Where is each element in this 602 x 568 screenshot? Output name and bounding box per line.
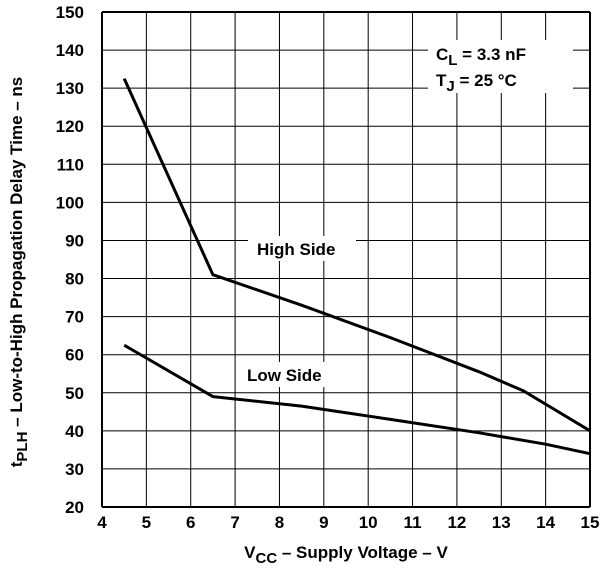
y-tick-label: 130 <box>56 79 84 98</box>
condition-t: TJ = 25 °C <box>436 71 517 95</box>
y-tick-label: 70 <box>65 308 84 327</box>
y-tick-label: 120 <box>56 117 84 136</box>
x-tick-label: 7 <box>230 513 239 532</box>
y-tick-label: 50 <box>65 384 84 403</box>
x-tick-label: 6 <box>186 513 195 532</box>
x-tick-label: 15 <box>581 513 600 532</box>
annotations: VCC – Supply Voltage – V tPLH – Low-to-Hi… <box>7 45 526 567</box>
label-bg-high-side <box>248 236 356 261</box>
x-tick-label: 9 <box>319 513 328 532</box>
x-tick-label: 13 <box>492 513 511 532</box>
condition-c: CL = 3.3 nF <box>436 45 526 69</box>
y-tick-label: 80 <box>65 270 84 289</box>
x-axis-label: VCC – Supply Voltage – V <box>244 543 448 567</box>
conditions-box <box>428 40 573 93</box>
series-label-low-side: Low Side <box>247 366 322 385</box>
x-tick-labels: 4 5 6 7 8 9 10 11 12 13 14 15 <box>97 513 599 532</box>
y-tick-labels: 20 30 40 50 60 70 80 90 100 110 120 130 140 150 <box>56 3 84 517</box>
y-tick-label: 150 <box>56 3 84 22</box>
series-label-high-side: High Side <box>257 240 335 259</box>
series-lines <box>122 77 591 456</box>
x-tick-label: 5 <box>142 513 151 532</box>
y-axis-label: tPLH – Low-to-High Propagation Delay Tim… <box>7 77 31 468</box>
y-tick-label: 90 <box>65 231 84 250</box>
x-tick-label: 4 <box>97 513 107 532</box>
grid <box>101 11 591 508</box>
x-tick-label: 12 <box>447 513 466 532</box>
y-tick-label: 40 <box>65 422 84 441</box>
x-tick-label: 14 <box>536 513 555 532</box>
y-tick-label: 140 <box>56 41 84 60</box>
x-tick-label: 10 <box>359 513 378 532</box>
y-tick-label: 100 <box>56 193 84 212</box>
label-bg-low-side <box>240 362 344 387</box>
x-tick-label: 11 <box>404 513 422 532</box>
y-tick-label: 110 <box>57 155 84 174</box>
y-tick-label: 20 <box>65 498 84 517</box>
x-tick-label: 8 <box>275 513 284 532</box>
y-tick-label: 60 <box>65 346 84 365</box>
y-tick-label: 30 <box>65 460 84 479</box>
series-line-high-side <box>122 77 591 433</box>
series-line-low-side <box>123 343 591 456</box>
